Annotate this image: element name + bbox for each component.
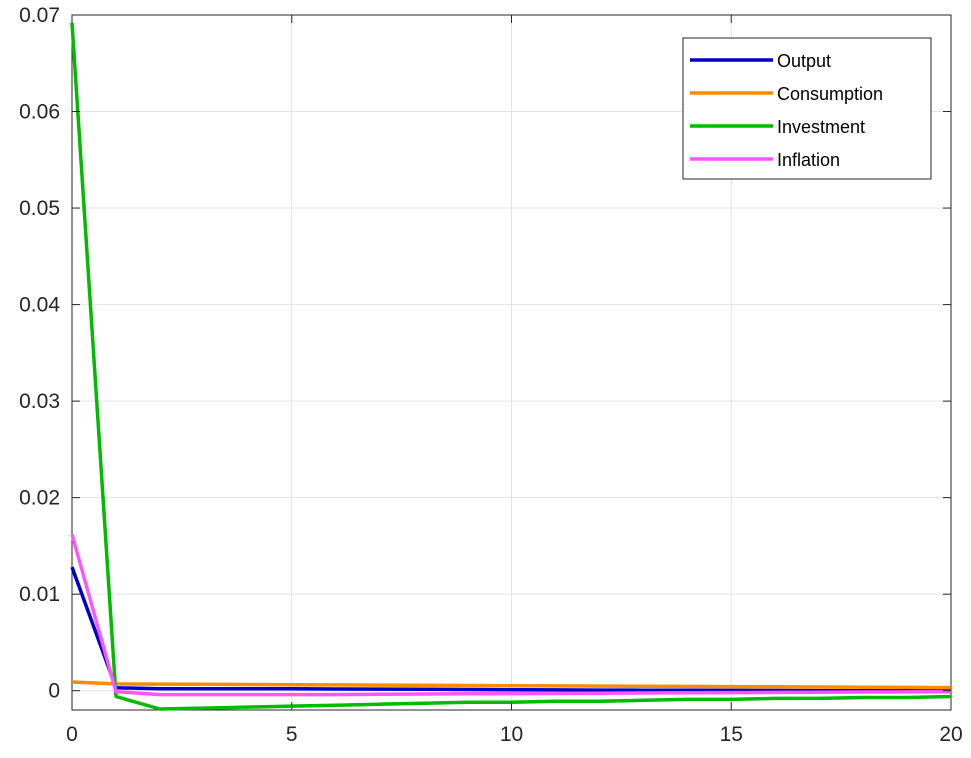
x-axis-ticks: 0 5 10 15 20 bbox=[66, 15, 963, 746]
y-tick-label: 0.05 bbox=[19, 197, 60, 220]
x-tick-label: 20 bbox=[939, 723, 962, 746]
legend-label: Consumption bbox=[777, 84, 883, 104]
legend-label: Inflation bbox=[777, 150, 840, 170]
series-line-consumption bbox=[71, 680, 952, 690]
x-tick-label: 15 bbox=[720, 723, 743, 746]
y-tick-label: 0 bbox=[48, 680, 60, 703]
x-tick-label: 10 bbox=[500, 723, 523, 746]
x-tick-label: 5 bbox=[286, 723, 298, 746]
y-tick-label: 0.01 bbox=[19, 583, 60, 606]
y-tick-label: 0.07 bbox=[19, 4, 60, 27]
legend-label: Output bbox=[777, 51, 831, 71]
legend: Output Consumption Investment Inflation bbox=[682, 37, 932, 180]
y-axis-ticks: 0 0.01 0.02 0.03 0.04 0.05 0.06 0.07 bbox=[19, 4, 951, 703]
legend-label: Investment bbox=[777, 117, 865, 137]
y-tick-label: 0.06 bbox=[19, 101, 60, 124]
y-tick-label: 0.04 bbox=[19, 294, 60, 317]
y-tick-label: 0.03 bbox=[19, 390, 60, 413]
y-tick-label: 0.02 bbox=[19, 487, 60, 510]
x-tick-label: 0 bbox=[66, 723, 78, 746]
series-line-inflation bbox=[70, 533, 952, 697]
